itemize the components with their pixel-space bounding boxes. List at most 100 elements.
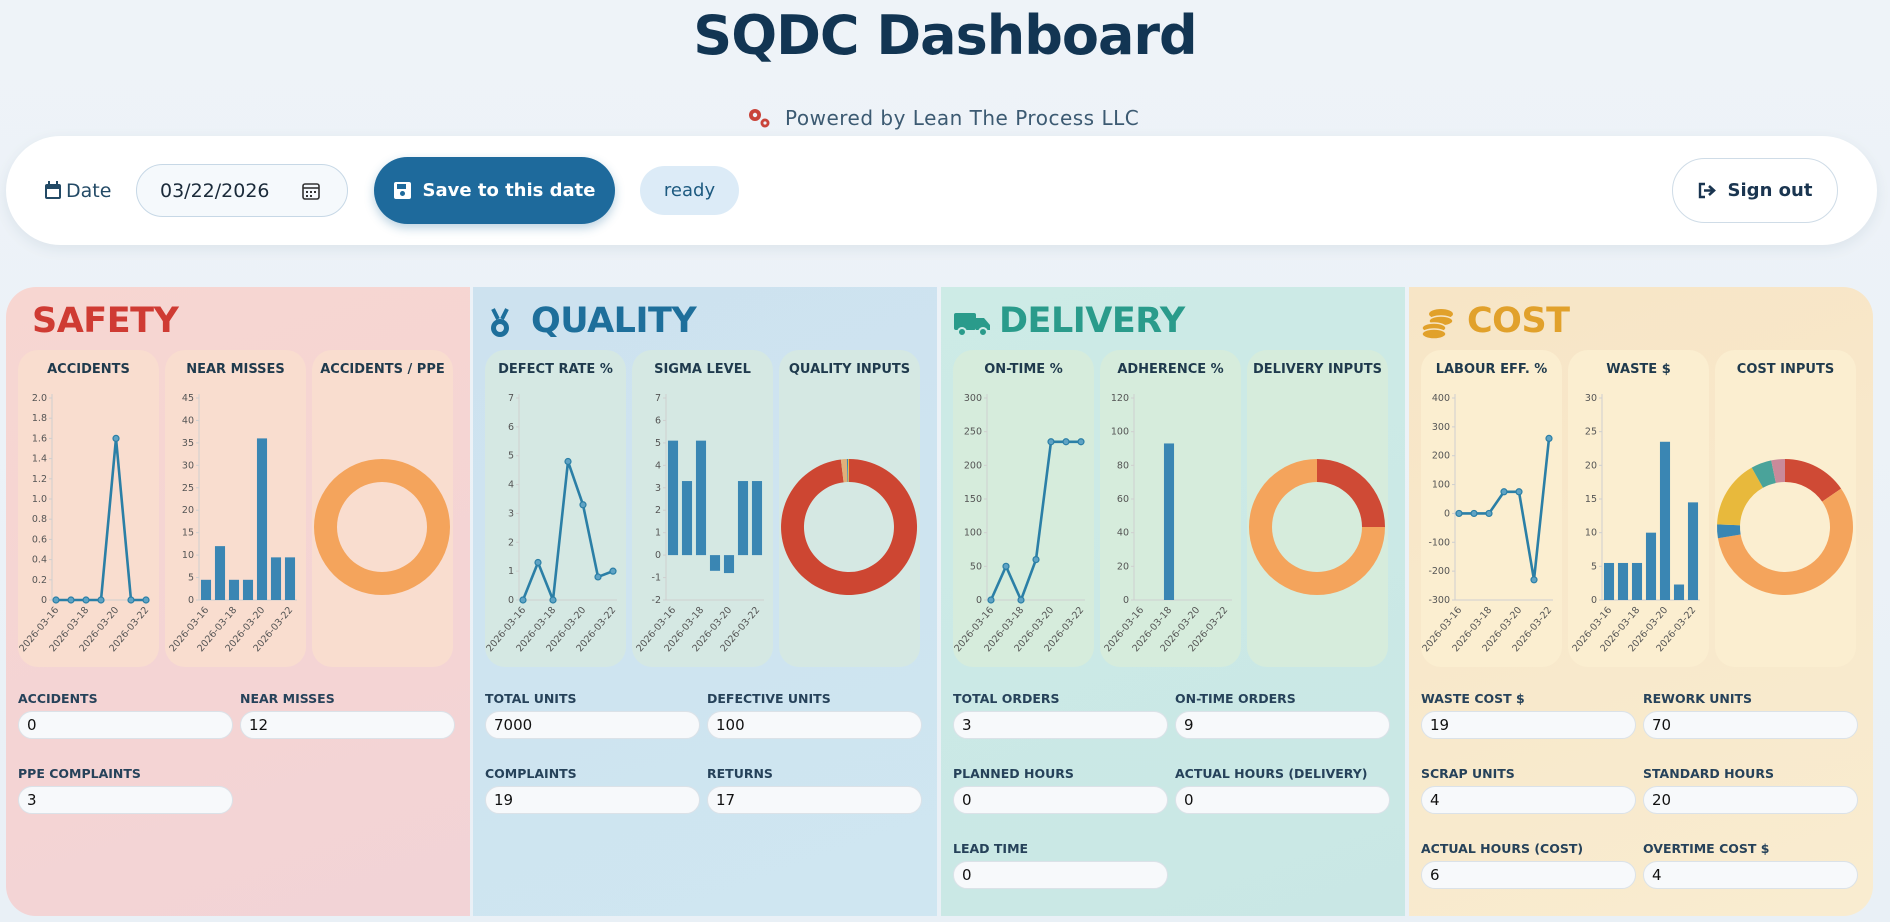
date-picker-icon[interactable] xyxy=(302,181,320,200)
chart: 00.20.40.60.81.01.21.41.61.82.02026-03-1… xyxy=(18,393,151,654)
field-input[interactable]: 0 xyxy=(1175,786,1390,814)
y-tick-label: 5 xyxy=(655,438,661,449)
bar xyxy=(242,579,254,600)
data-point xyxy=(82,596,90,604)
save-label: Save to this date xyxy=(422,180,596,201)
data-point xyxy=(127,596,135,604)
donut-segment xyxy=(1771,459,1785,483)
field-label: NEAR MISSES xyxy=(240,691,335,706)
data-point xyxy=(564,457,572,466)
field-input[interactable]: 9 xyxy=(1175,711,1390,739)
bar xyxy=(1687,502,1699,600)
donut-segment xyxy=(1751,460,1776,488)
y-tick-label: 0 xyxy=(188,595,194,606)
field-input[interactable]: 19 xyxy=(1421,711,1636,739)
chart-card: COST INPUTS xyxy=(1715,350,1856,667)
bar xyxy=(284,557,296,600)
y-tick-label: 5 xyxy=(508,451,514,462)
data-point xyxy=(52,596,60,604)
chart-card: DELIVERY INPUTS xyxy=(1247,350,1388,667)
y-tick-label: 1 xyxy=(655,528,661,539)
y-tick-label: 250 xyxy=(964,427,982,438)
field-input[interactable]: 4 xyxy=(1643,861,1858,889)
bar xyxy=(1603,562,1615,600)
field-label: TOTAL ORDERS xyxy=(953,691,1060,706)
bar xyxy=(709,555,721,571)
donut-segment xyxy=(1317,459,1385,527)
y-tick-label: 25 xyxy=(1585,427,1597,438)
field-input[interactable]: 70 xyxy=(1643,711,1858,739)
donut-segment xyxy=(781,459,918,595)
chart-title: LABOUR EFF. % xyxy=(1435,362,1548,377)
y-tick-label: 120 xyxy=(1111,393,1129,404)
y-tick-label: 50 xyxy=(970,561,982,572)
chart xyxy=(1249,459,1385,595)
y-tick-label: 20 xyxy=(1117,561,1129,572)
y-tick-label: 0 xyxy=(976,595,982,606)
field-input[interactable]: 12 xyxy=(240,711,455,739)
field-input[interactable]: 4 xyxy=(1421,786,1636,814)
series-line xyxy=(56,437,146,602)
y-tick-label: 40 xyxy=(1117,528,1129,539)
field-input[interactable]: 19 xyxy=(485,786,700,814)
chart-title: NEAR MISSES xyxy=(186,362,285,377)
y-tick-label: -100 xyxy=(1428,537,1450,548)
chart-card: ACCIDENTS / PPE xyxy=(312,350,453,667)
field-input[interactable]: 7000 xyxy=(485,711,700,739)
bar xyxy=(1163,443,1175,600)
y-tick-label: 7 xyxy=(655,393,661,404)
data-point xyxy=(1515,488,1523,496)
field-input[interactable]: 3 xyxy=(18,786,233,814)
field-input[interactable]: 0 xyxy=(953,861,1168,889)
field-label: COMPLAINTS xyxy=(485,766,577,781)
field-input[interactable]: 100 xyxy=(707,711,922,739)
panel: QUALITY 0 1 2 3 4 5 6 7 2026-03-16 2026-03-18 2026-… xyxy=(473,287,937,916)
date-input[interactable]: 03/22/2026 xyxy=(136,164,348,217)
y-tick-label: 100 xyxy=(1432,480,1450,491)
field-label: DEFECTIVE UNITS xyxy=(707,691,831,706)
donut-segment xyxy=(1716,524,1741,539)
y-tick-label: 3 xyxy=(655,483,661,494)
field-input[interactable]: 0 xyxy=(953,786,1168,814)
chart: 012345672026-03-162026-03-182026-03-2020… xyxy=(485,393,618,654)
series-line xyxy=(989,440,1081,602)
field-label: STANDARD HOURS xyxy=(1643,766,1774,781)
panel-title: DELIVERY xyxy=(999,301,1185,341)
y-tick-label: 20 xyxy=(182,505,194,516)
chart-card: 0 5 10 15 20 25 30 2026-03-16 2026-03-18 2026-03-… xyxy=(1568,350,1709,667)
chart-title: ACCIDENTS / PPE xyxy=(320,362,445,377)
chart-card: 0 1 2 3 4 5 6 7 2026-03-16 2026-03-18 2026-03-20 20… xyxy=(485,350,626,667)
bar xyxy=(214,546,226,600)
data-point xyxy=(112,434,120,443)
y-tick-label: 300 xyxy=(1432,422,1450,433)
date-label: Date xyxy=(66,180,112,202)
data-point xyxy=(609,567,617,575)
save-button[interactable]: Save to this date xyxy=(374,157,615,224)
field-input[interactable]: 6 xyxy=(1421,861,1636,889)
y-tick-label: 4 xyxy=(508,480,514,491)
y-tick-label: 0 xyxy=(508,595,514,606)
y-tick-label: 4 xyxy=(655,460,661,471)
data-point xyxy=(1500,488,1508,496)
donut-segment xyxy=(1785,459,1842,502)
field-input[interactable]: 20 xyxy=(1643,786,1858,814)
chart-card: 0 5 10 15 20 25 30 35 40 45 2026-03-16 2026-03-18 20… xyxy=(165,350,306,667)
y-tick-label: 45 xyxy=(182,393,194,404)
bar xyxy=(751,481,763,556)
field-label: LEAD TIME xyxy=(953,841,1029,856)
field-input[interactable]: 3 xyxy=(953,711,1168,739)
field-input[interactable]: 0 xyxy=(18,711,233,739)
field-label: ACTUAL HOURS (DELIVERY) xyxy=(1175,766,1368,781)
data-point xyxy=(1077,438,1085,446)
data-point xyxy=(519,596,527,604)
y-tick-label: 60 xyxy=(1117,494,1129,505)
field-input[interactable]: 17 xyxy=(707,786,922,814)
panel: SAFETY 0 0.2 0.4 0.6 0.8 1.0 1.2 1.4 1.6 1.8 2.0 20 2… xyxy=(6,287,470,916)
data-point xyxy=(1470,509,1478,518)
field-label: ON-TIME ORDERS xyxy=(1175,691,1296,706)
data-point xyxy=(1047,438,1055,446)
chart-title: SIGMA LEVEL xyxy=(654,362,751,377)
sign-out-button[interactable]: Sign out xyxy=(1672,158,1838,223)
data-point xyxy=(1032,556,1040,564)
bar xyxy=(200,579,212,600)
